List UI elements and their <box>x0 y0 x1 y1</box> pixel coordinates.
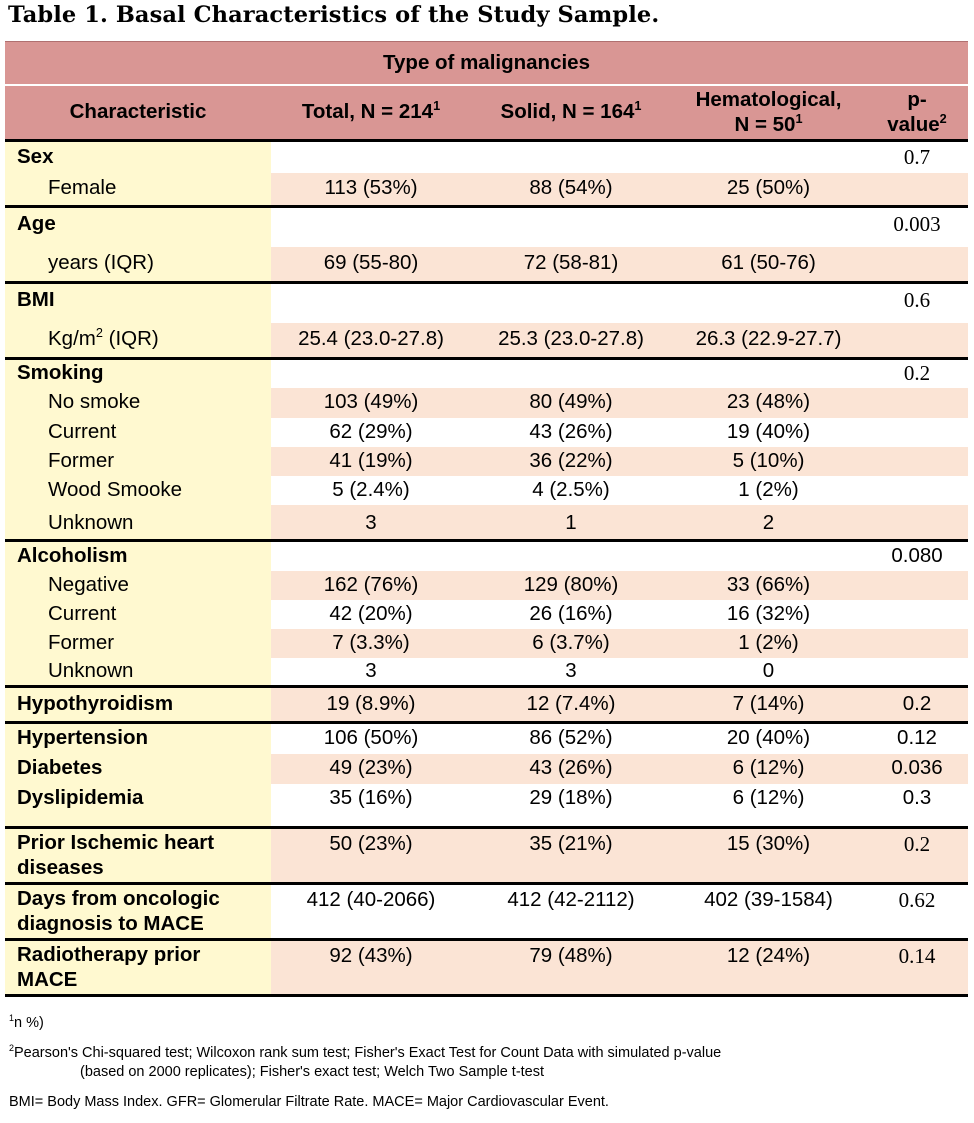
table-row: Current 42 (20%) 26 (16%) 16 (32%) <box>5 599 968 629</box>
group-header: Type of malignancies <box>5 41 968 85</box>
p-value: 0.7 <box>903 144 931 169</box>
table-row: Female 113 (53%) 88 (54%) 25 (50%) <box>5 172 968 207</box>
footnote-abbreviations: BMI= Body Mass Index. GFR= Glomerular Fi… <box>9 1094 609 1110</box>
table-row: BMI 0.6 <box>5 281 968 323</box>
table-row: years (IQR) 69 (55-80) 72 (58-81) 61 (50… <box>5 246 968 283</box>
group-header-row: Type of malignancies <box>5 41 968 85</box>
table-row: Hypertension 106 (50%) 86 (52%) 20 (40%)… <box>5 721 968 754</box>
column-header-row: Characteristic Total, N = 2141 Solid, N … <box>5 84 968 142</box>
table-title: Table 1. Basal Characteristics of the St… <box>8 2 660 28</box>
table-row: Wood Smooke 5 (2.4%) 4 (2.5%) 1 (2%) <box>5 475 968 505</box>
table-row: Diabetes 49 (23%) 43 (26%) 6 (12%) 0.036 <box>5 753 968 784</box>
table-row: No smoke 103 (49%) 80 (49%) 23 (48%) <box>5 387 968 418</box>
table-row: Former 7 (3.3%) 6 (3.7%) 1 (2%) <box>5 628 968 658</box>
table-row: Negative 162 (76%) 129 (80%) 33 (66%) <box>5 570 968 600</box>
table-row: Hypothyroidism 19 (8.9%) 12 (7.4%) 7 (14… <box>5 685 968 723</box>
table-row: Prior Ischemic heart diseases 50 (23%) 35… <box>5 826 968 884</box>
table-row: Former 41 (19%) 36 (22%) 5 (10%) <box>5 446 968 476</box>
table-row: Smoking 0.2 <box>5 357 968 388</box>
footnote-1: 1n %) <box>9 1013 44 1031</box>
table-row: Alcoholism 0.080 <box>5 539 968 571</box>
table-row: Age 0.003 <box>5 205 968 247</box>
table-row: Dyslipidemia 35 (16%) 29 (18%) 6 (12%) 0… <box>5 783 968 828</box>
table-row: Unknown 3 1 2 <box>5 504 968 541</box>
table-row: Days from oncologic diagnosis to MACE 412… <box>5 882 968 940</box>
header-total: Total, N = 2141 <box>271 84 471 142</box>
header-hematological: Hematological, N = 501 <box>671 84 866 142</box>
table-row: Unknown 3 3 0 <box>5 657 968 687</box>
table-row: Current 62 (29%) 43 (26%) 19 (40%) <box>5 417 968 447</box>
footnote-2: 2Pearson's Chi-squared test; Wilcoxon ra… <box>9 1043 722 1061</box>
table-row: Radiotherapy prior MACE 92 (43%) 79 (48%)… <box>5 938 968 997</box>
characteristics-table: Type of malignancies Characteristic Tota… <box>5 41 968 997</box>
footnote-2-continued: (based on 2000 replicates); Fisher's exa… <box>80 1064 545 1080</box>
row-label: Sex <box>5 140 271 173</box>
header-p-value: p-value2 <box>866 84 968 142</box>
table-row: Kg/m2 (IQR) 25.4 (23.0-27.8) 25.3 (23.0-… <box>5 322 968 359</box>
header-characteristic: Characteristic <box>5 84 271 142</box>
header-solid: Solid, N = 1641 <box>471 84 671 142</box>
table-row: Sex 0.7 <box>5 140 968 173</box>
